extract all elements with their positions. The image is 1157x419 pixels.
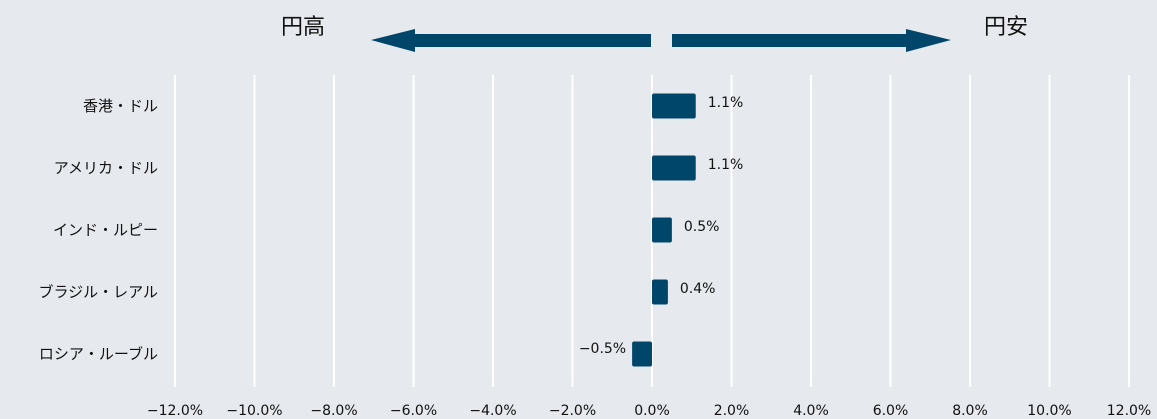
x-tick-label: −10.0%	[226, 403, 282, 419]
x-tick-label: 4.0%	[793, 403, 829, 419]
category-label: ロシア・ルーブル	[39, 345, 158, 363]
bar	[652, 279, 668, 305]
yen-depreciation-label: 円安	[984, 15, 1028, 40]
x-tick-label: −2.0%	[549, 403, 596, 419]
x-axis-tick-labels: −12.0% −10.0% −8.0% −6.0% −4.0% −2.0% 0.0% 2.0%…	[147, 403, 1151, 419]
value-label: 0.5%	[684, 219, 720, 235]
x-tick-label: 6.0%	[873, 403, 909, 419]
bar	[652, 155, 696, 181]
value-label: 1.1%	[708, 157, 744, 173]
x-tick-label: −4.0%	[469, 403, 516, 419]
category-label: インド・ルピー	[53, 221, 158, 239]
arrow-left-icon	[371, 29, 651, 52]
x-tick-label: 2.0%	[714, 403, 750, 419]
value-label: 0.4%	[680, 281, 716, 297]
category-label: アメリカ・ドル	[54, 159, 158, 177]
category-label: ブラジル・レアル	[38, 283, 158, 301]
yen-appreciation-label: 円高	[281, 15, 325, 40]
x-tick-label: −6.0%	[390, 403, 437, 419]
x-tick-label: 12.0%	[1107, 403, 1151, 419]
bars	[632, 93, 696, 367]
bar	[652, 93, 696, 119]
category-label: 香港・ドル	[83, 97, 158, 115]
gridlines	[174, 75, 1130, 387]
arrow-right-icon	[672, 29, 951, 52]
x-tick-label: 8.0%	[952, 403, 988, 419]
value-label: −0.5%	[579, 341, 626, 357]
bar	[632, 341, 652, 367]
x-tick-label: −12.0%	[147, 403, 203, 419]
bar	[652, 217, 672, 243]
x-tick-label: −8.0%	[310, 403, 357, 419]
x-tick-label: 0.0%	[634, 403, 670, 419]
x-tick-label: 10.0%	[1027, 403, 1071, 419]
value-label: 1.1%	[708, 95, 744, 111]
value-labels: 1.1% 1.1% 0.5% 0.4% −0.5%	[579, 95, 743, 357]
